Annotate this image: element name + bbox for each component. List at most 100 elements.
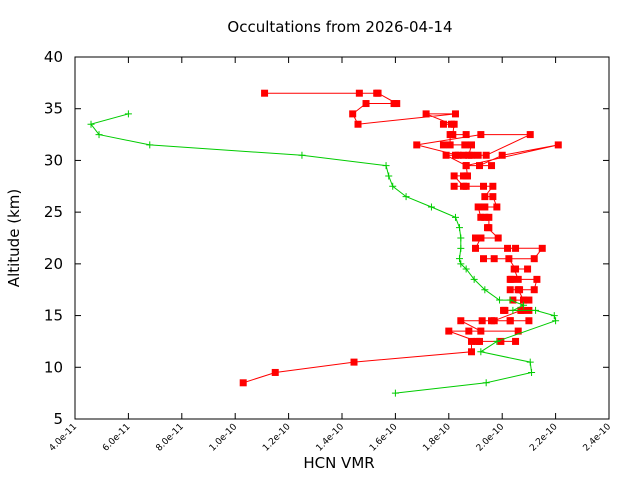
series-1-point [489,182,497,190]
y-tick-label: 20 [44,255,63,273]
series-2-point [482,379,490,387]
series-2-point [95,131,103,139]
series-1-point [530,286,538,294]
series-1-point [512,244,520,252]
series-1-point [477,234,485,242]
series-2-point [477,348,485,356]
series-1-point [271,368,279,376]
series-1-point [533,275,541,283]
x-tick-label: 8.0e-11 [154,422,186,454]
series-1-point [489,193,497,201]
series-1-point [490,255,498,263]
series-1-point [445,327,453,335]
series-1-point [478,317,486,325]
series-1-point [526,131,534,139]
x-tick-label: 2.4e-10 [582,422,614,454]
series-2-point [391,389,399,397]
series-1-point [467,337,475,345]
series-1-point [355,89,363,97]
series-1-point [481,193,489,201]
series-2-point [451,213,459,221]
series-1-point [488,162,496,170]
series-1-point [506,286,514,294]
x-axis-label: HCN VMR [303,454,374,472]
series-1-point [354,120,362,128]
x-tick-label: 1.8e-10 [421,422,453,454]
series-1-point [512,337,520,345]
series-2-point [455,224,463,232]
series-2-point [427,203,435,211]
series-1-point [450,182,458,190]
series-2-point [506,296,514,304]
x-tick-label: 1.2e-10 [261,422,293,454]
x-tick-label: 1.0e-10 [208,422,240,454]
series-1-point [477,131,485,139]
series-1-point [374,89,382,97]
y-tick-label: 15 [44,307,63,325]
series-1-point [465,327,473,335]
y-tick-label: 10 [44,358,63,376]
series-1-point [530,255,538,263]
series-1-point [442,151,450,159]
series-1-point [450,172,458,180]
x-tick-label: 2.0e-10 [475,422,507,454]
series-1-point [477,327,485,335]
series-2-point [470,275,478,283]
series-1-point [514,286,522,294]
series-1-point [514,275,522,283]
series-1-point [482,151,490,159]
series-1-point [493,203,501,211]
chart-title: Occultations from 2026-04-14 [227,18,452,36]
series-1-point [510,265,518,273]
series-1-point [350,358,358,366]
series-1-point [484,224,492,232]
y-tick-label: 30 [44,151,63,169]
series-1-point [439,141,447,149]
series-1-point [472,234,479,242]
series-2-point [509,306,517,314]
series-1-point [472,244,479,252]
y-tick-label: 5 [53,410,63,428]
series-2-point [526,358,534,366]
y-tick-label: 25 [44,203,63,221]
series-1-point [481,203,489,211]
series-1-point [413,141,421,149]
series-1-point [390,100,398,108]
series-1-point [474,151,482,159]
series-1-line [243,92,559,384]
series-1-point [481,213,489,221]
x-tick-label: 4.0e-11 [48,422,80,454]
series-1-point [457,317,465,325]
x-tick-label: 2.2e-10 [528,422,560,454]
series-1-point [261,89,269,97]
series-1-point [459,151,467,159]
series-2-point [124,110,132,118]
series-2-point [298,151,306,159]
series-2-point [552,317,560,325]
series-2-point [389,182,397,190]
series-1-point [439,120,447,128]
x-tick-label: 1.4e-10 [315,422,347,454]
series-1-point [514,327,522,335]
series-2-point [457,244,465,252]
x-axis: 4.0e-11 6.0e-11 8.0e-11 1.0e-10 1.2e-10 1.4e-… [48,57,614,454]
series-2-point [462,265,470,273]
series-1-point [506,275,514,283]
series-1-point [525,296,533,304]
series-2-point [457,234,465,242]
series-1-point [462,182,470,190]
series-2-point [481,286,489,294]
series-1-point [446,131,454,139]
series-2-point [550,312,558,320]
series-1-point [497,337,505,345]
series-2-point [528,368,536,376]
series-1-point [474,203,482,211]
plot-frame [74,56,610,420]
series-1-point [480,182,488,190]
series-1-point [462,131,470,139]
series-1-point [488,317,496,325]
series-2-point [520,301,528,309]
series-1-point [524,265,532,273]
series-1-point [506,317,514,325]
